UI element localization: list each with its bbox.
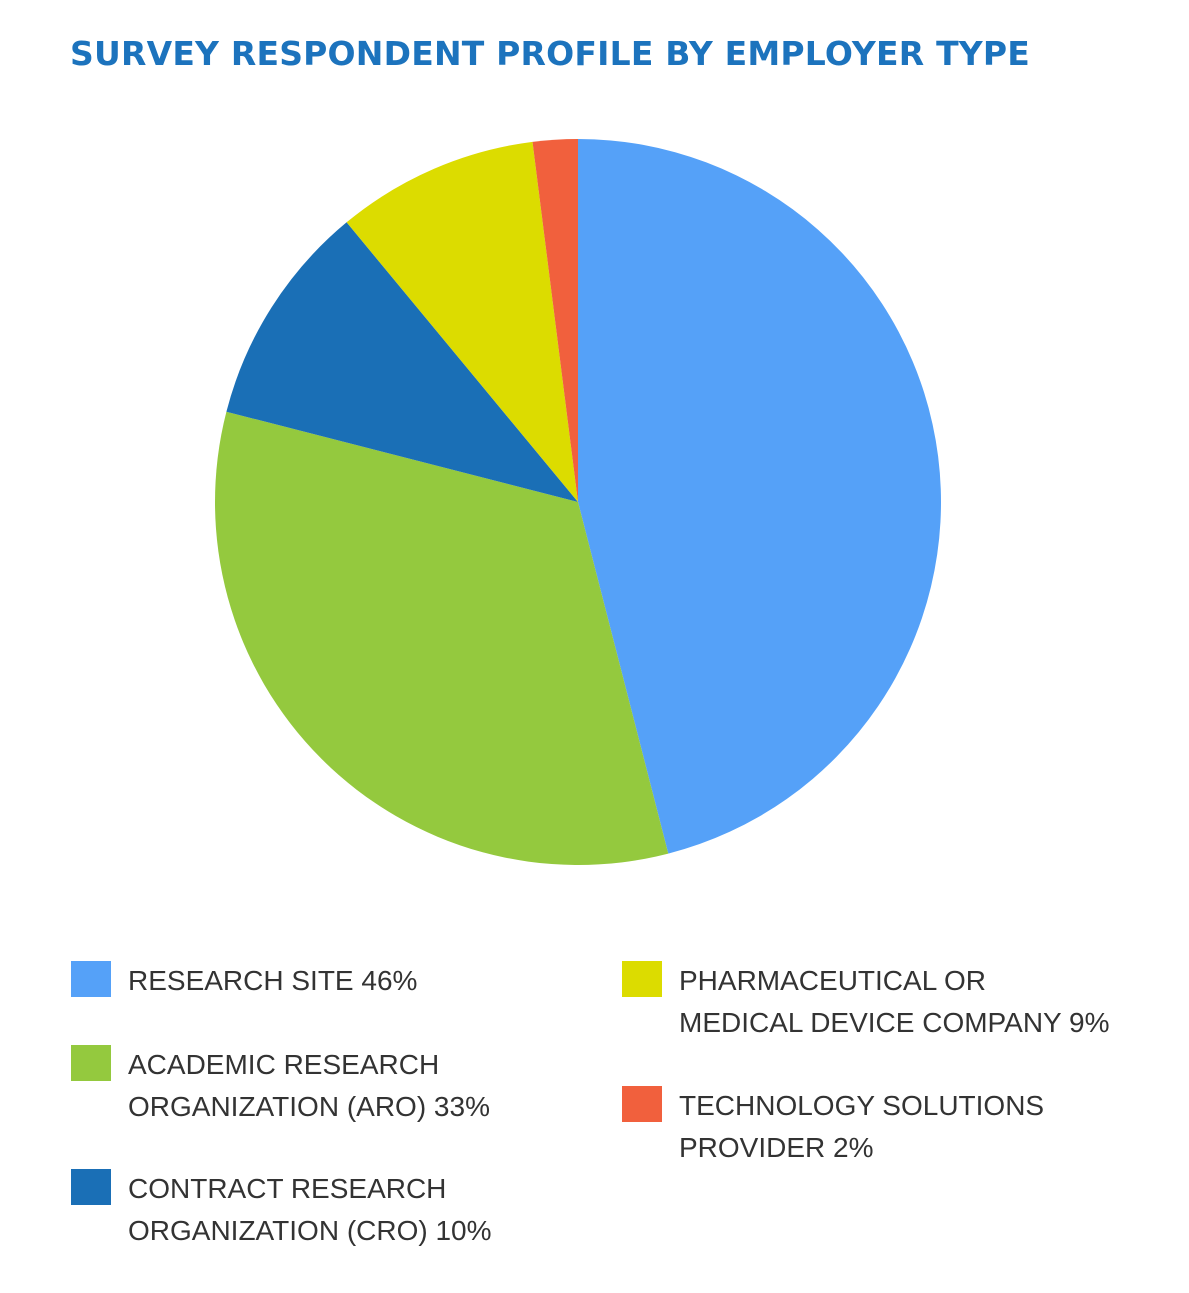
pie-chart	[214, 139, 942, 865]
legend-label-academic-research-organization: ACADEMIC RESEARCH ORGANIZATION (ARO) 33%	[128, 1049, 490, 1122]
legend-item-contract-research-organization: CONTRACT RESEARCH ORGANIZATION (CRO) 10%	[71, 1169, 492, 1252]
pie-slice-research-site	[578, 139, 942, 854]
chart-title: SURVEY RESPONDENT PROFILE BY EMPLOYER TY…	[70, 34, 1031, 73]
legend-item-pharmaceutical-medical-device: PHARMACEUTICAL OR MEDICAL DEVICE COMPANY…	[622, 961, 1109, 1044]
legend-item-technology-solutions-provider: TECHNOLOGY SOLUTIONS PROVIDER 2%	[622, 1086, 1044, 1169]
legend-swatch-research-site	[71, 961, 111, 997]
legend-swatch-technology-solutions-provider	[622, 1086, 662, 1122]
pie-slice-technology-solutions-provider	[532, 139, 578, 502]
legend-swatch-contract-research-organization	[71, 1169, 111, 1205]
pie-slices	[214, 139, 942, 865]
pie-slice-contract-research-organization	[226, 222, 579, 502]
pie-slice-academic-research-organization	[214, 411, 669, 865]
legend-label-research-site: RESEARCH SITE 46%	[128, 965, 418, 996]
legend-label-pharmaceutical-medical-device: PHARMACEUTICAL OR MEDICAL DEVICE COMPANY…	[679, 965, 1110, 1038]
legend-label-technology-solutions-provider: TECHNOLOGY SOLUTIONS PROVIDER 2%	[679, 1090, 1045, 1163]
legend-label-contract-research-organization: CONTRACT RESEARCH ORGANIZATION (CRO) 10%	[128, 1173, 492, 1246]
legend-item-academic-research-organization: ACADEMIC RESEARCH ORGANIZATION (ARO) 33%	[71, 1045, 490, 1128]
legend-swatch-pharmaceutical-medical-device	[622, 961, 662, 997]
legend-item-research-site: RESEARCH SITE 46%	[71, 961, 417, 1002]
pie-slice-pharmaceutical-medical-device	[346, 141, 578, 502]
legend-swatch-academic-research-organization	[71, 1045, 111, 1081]
